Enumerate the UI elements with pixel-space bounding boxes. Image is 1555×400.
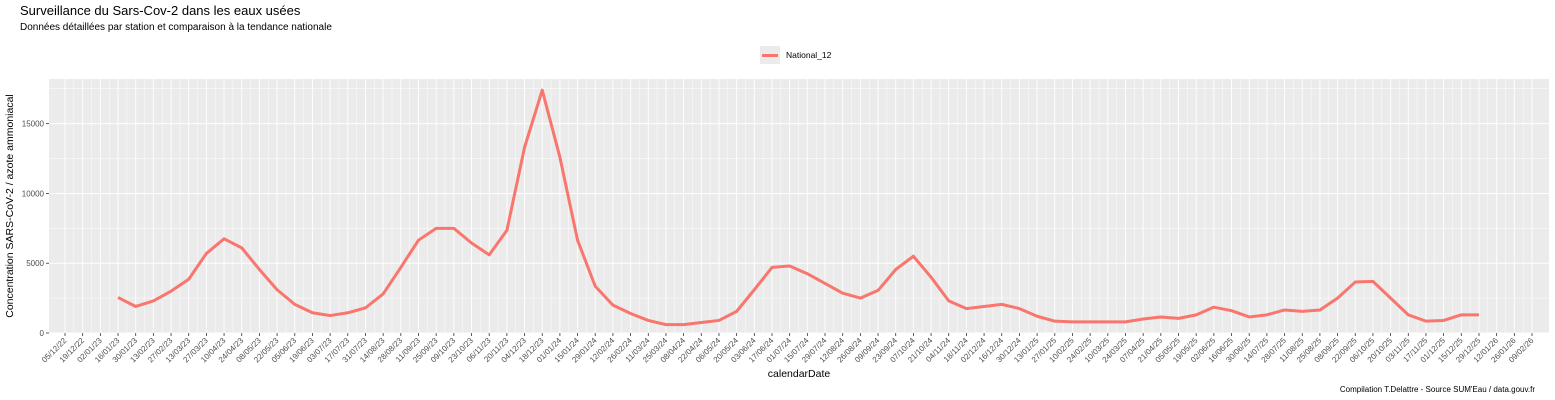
y-axis-title: Concentration SARS-CoV-2 / azote ammonia… — [4, 94, 16, 318]
series-line-0 — [117, 88, 1479, 327]
chart-caption: Compilation T.Delattre - Source SUM'Eau … — [1339, 385, 1535, 394]
y-tick-label: 0 — [40, 329, 45, 338]
legend: National_12 — [760, 46, 831, 64]
chart-title: Surveillance du Sars-Cov-2 dans les eaux… — [20, 3, 301, 18]
legend-label-national-12: National_12 — [786, 50, 832, 60]
plot-panel — [49, 79, 1549, 333]
x-axis: 05/12/2219/12/2202/01/2316/01/2330/01/23… — [40, 333, 1536, 364]
major-gridlines — [49, 79, 1549, 334]
y-axis: 0 5000 10000 15000 — [22, 120, 49, 338]
y-tick-label: 10000 — [22, 189, 45, 198]
y-tick-label: 15000 — [22, 120, 45, 129]
chart-subtitle: Données détaillées par station et compar… — [20, 22, 332, 33]
series-national-12 — [117, 88, 1479, 327]
minor-gridlines — [49, 79, 1549, 333]
y-tick-label: 5000 — [26, 259, 44, 268]
x-axis-title: calendarDate — [768, 368, 831, 380]
legend-key-national-12 — [760, 46, 780, 64]
